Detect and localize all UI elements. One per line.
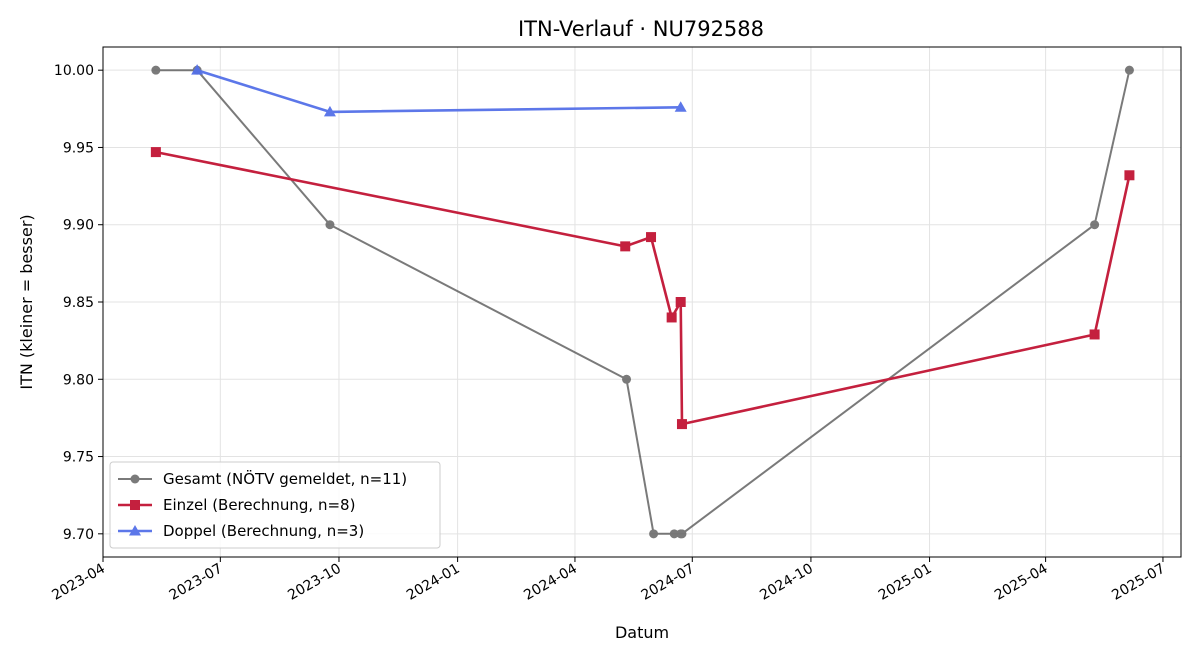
legend: Gesamt (NÖTV gemeldet, n=11) Einzel (Bere… — [109, 461, 441, 549]
legend-swatch-doppel — [118, 525, 152, 536]
data-point-einzel — [676, 419, 687, 430]
legend-label-doppel: Doppel (Berechnung, n=3) — [163, 522, 364, 540]
legend-marker-doppel — [129, 525, 141, 536]
series-doppel — [191, 64, 687, 117]
x-tick-label: 2023-07 — [167, 561, 226, 604]
series-line-doppel — [196, 68, 681, 114]
data-point-gesamt — [677, 529, 687, 539]
y-tick-label: 9.85 — [63, 295, 94, 311]
x-tick-label: 2024-04 — [521, 561, 580, 604]
x-tick-label: 2025-01 — [876, 561, 935, 604]
data-point-einzel — [675, 297, 686, 307]
x-tick-label: 2023-10 — [285, 561, 344, 604]
legend-marker-gesamt — [130, 474, 140, 484]
y-axis: 9.70 9.75 9.80 9.85 9.90 9.95 10.00 — [54, 63, 103, 543]
x-tick-label: 2023-04 — [49, 561, 108, 604]
y-tick-label: 10.00 — [54, 63, 94, 79]
legend-label-einzel: Einzel (Berechnung, n=8) — [163, 496, 355, 514]
data-point-gesamt — [669, 529, 679, 539]
x-tick-label: 2025-07 — [1109, 561, 1168, 604]
x-tick-label: 2024-10 — [757, 561, 816, 604]
data-point-einzel — [646, 232, 657, 243]
data-point-doppel — [323, 105, 336, 117]
data-point-einzel — [150, 147, 161, 158]
legend-label-gesamt: Gesamt (NÖTV gemeldet, n=11) — [163, 469, 407, 488]
y-tick-label: 9.80 — [63, 372, 94, 388]
series-einzel — [150, 147, 1135, 430]
data-point-einzel — [1089, 329, 1100, 340]
x-tick-label: 2024-01 — [404, 561, 463, 604]
x-axis-label: Datum — [615, 623, 669, 642]
data-point-gesamt — [622, 374, 632, 384]
y-tick-label: 9.95 — [63, 140, 94, 156]
data-point-gesamt — [1124, 65, 1134, 75]
y-tick-label: 9.90 — [63, 218, 94, 234]
data-point-einzel — [620, 241, 631, 252]
data-point-einzel — [666, 312, 677, 323]
data-point-gesamt — [649, 529, 659, 539]
data-point-doppel — [191, 64, 204, 75]
data-point-gesamt — [1090, 220, 1100, 230]
legend-swatch-gesamt — [118, 474, 152, 484]
data-point-gesamt — [151, 65, 161, 75]
legend-swatch-einzel — [118, 500, 152, 510]
data-point-einzel — [1124, 170, 1135, 181]
x-tick-label: 2025-04 — [992, 561, 1051, 604]
legend-box — [109, 461, 441, 549]
y-tick-label: 9.75 — [63, 450, 94, 466]
y-tick-label: 9.70 — [63, 527, 94, 543]
data-point-doppel — [674, 101, 687, 112]
series-layer — [150, 64, 1135, 539]
x-axis: 2023-04 2023-07 2023-10 2024-01 2024-04 2024-… — [49, 557, 1168, 604]
chart-title: ITN-Verlauf · NU792588 — [518, 17, 764, 41]
x-tick-label: 2024-07 — [639, 561, 698, 604]
y-axis-label: ITN (kleiner = besser) — [17, 214, 36, 389]
legend-marker-einzel — [130, 500, 140, 510]
data-point-gesamt — [325, 220, 335, 230]
